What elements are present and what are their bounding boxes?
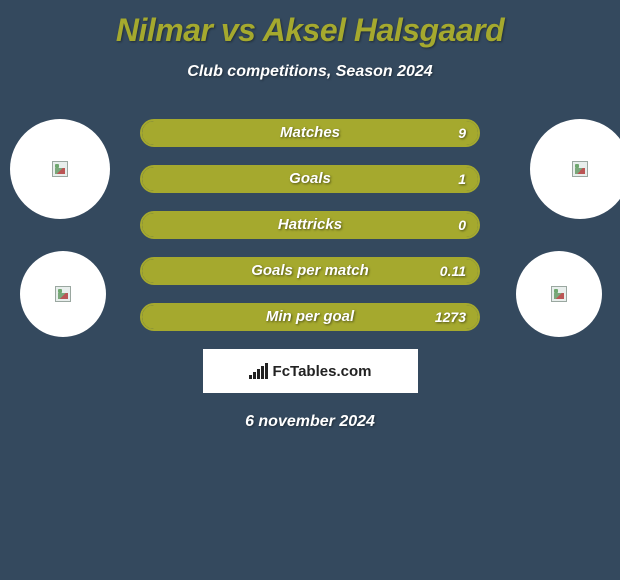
stat-row-goals-per-match: Goals per match 0.11	[140, 257, 480, 285]
player1-avatar-circle	[10, 119, 110, 219]
stat-value: 0.11	[440, 259, 466, 283]
stat-row-matches: Matches 9	[140, 119, 480, 147]
footer-date: 6 november 2024	[0, 413, 620, 431]
page-title: Nilmar vs Aksel Halsgaard	[0, 0, 620, 49]
stat-value: 1	[458, 167, 466, 191]
player2-avatar-circle	[530, 119, 620, 219]
stat-label: Hattricks	[142, 213, 478, 237]
broken-image-icon	[551, 286, 567, 302]
stat-row-min-per-goal: Min per goal 1273	[140, 303, 480, 331]
broken-image-icon	[52, 161, 68, 177]
stat-label: Matches	[142, 121, 478, 145]
stat-row-goals: Goals 1	[140, 165, 480, 193]
brand-watermark[interactable]: FcTables.com	[203, 349, 418, 393]
stat-label: Goals	[142, 167, 478, 191]
bar-chart-icon	[249, 363, 269, 379]
comparison-panel: Matches 9 Goals 1 Hattricks 0 Goals per …	[0, 119, 620, 431]
stat-label: Goals per match	[142, 259, 478, 283]
club1-logo-circle	[20, 251, 106, 337]
stat-value: 1273	[435, 305, 466, 329]
stat-row-hattricks: Hattricks 0	[140, 211, 480, 239]
broken-image-icon	[572, 161, 588, 177]
broken-image-icon	[55, 286, 71, 302]
club2-logo-circle	[516, 251, 602, 337]
stat-value: 0	[458, 213, 466, 237]
stat-label: Min per goal	[142, 305, 478, 329]
brand-name: FcTables.com	[273, 363, 372, 380]
stat-value: 9	[458, 121, 466, 145]
page-subtitle: Club competitions, Season 2024	[0, 63, 620, 81]
stats-list: Matches 9 Goals 1 Hattricks 0 Goals per …	[140, 119, 480, 331]
